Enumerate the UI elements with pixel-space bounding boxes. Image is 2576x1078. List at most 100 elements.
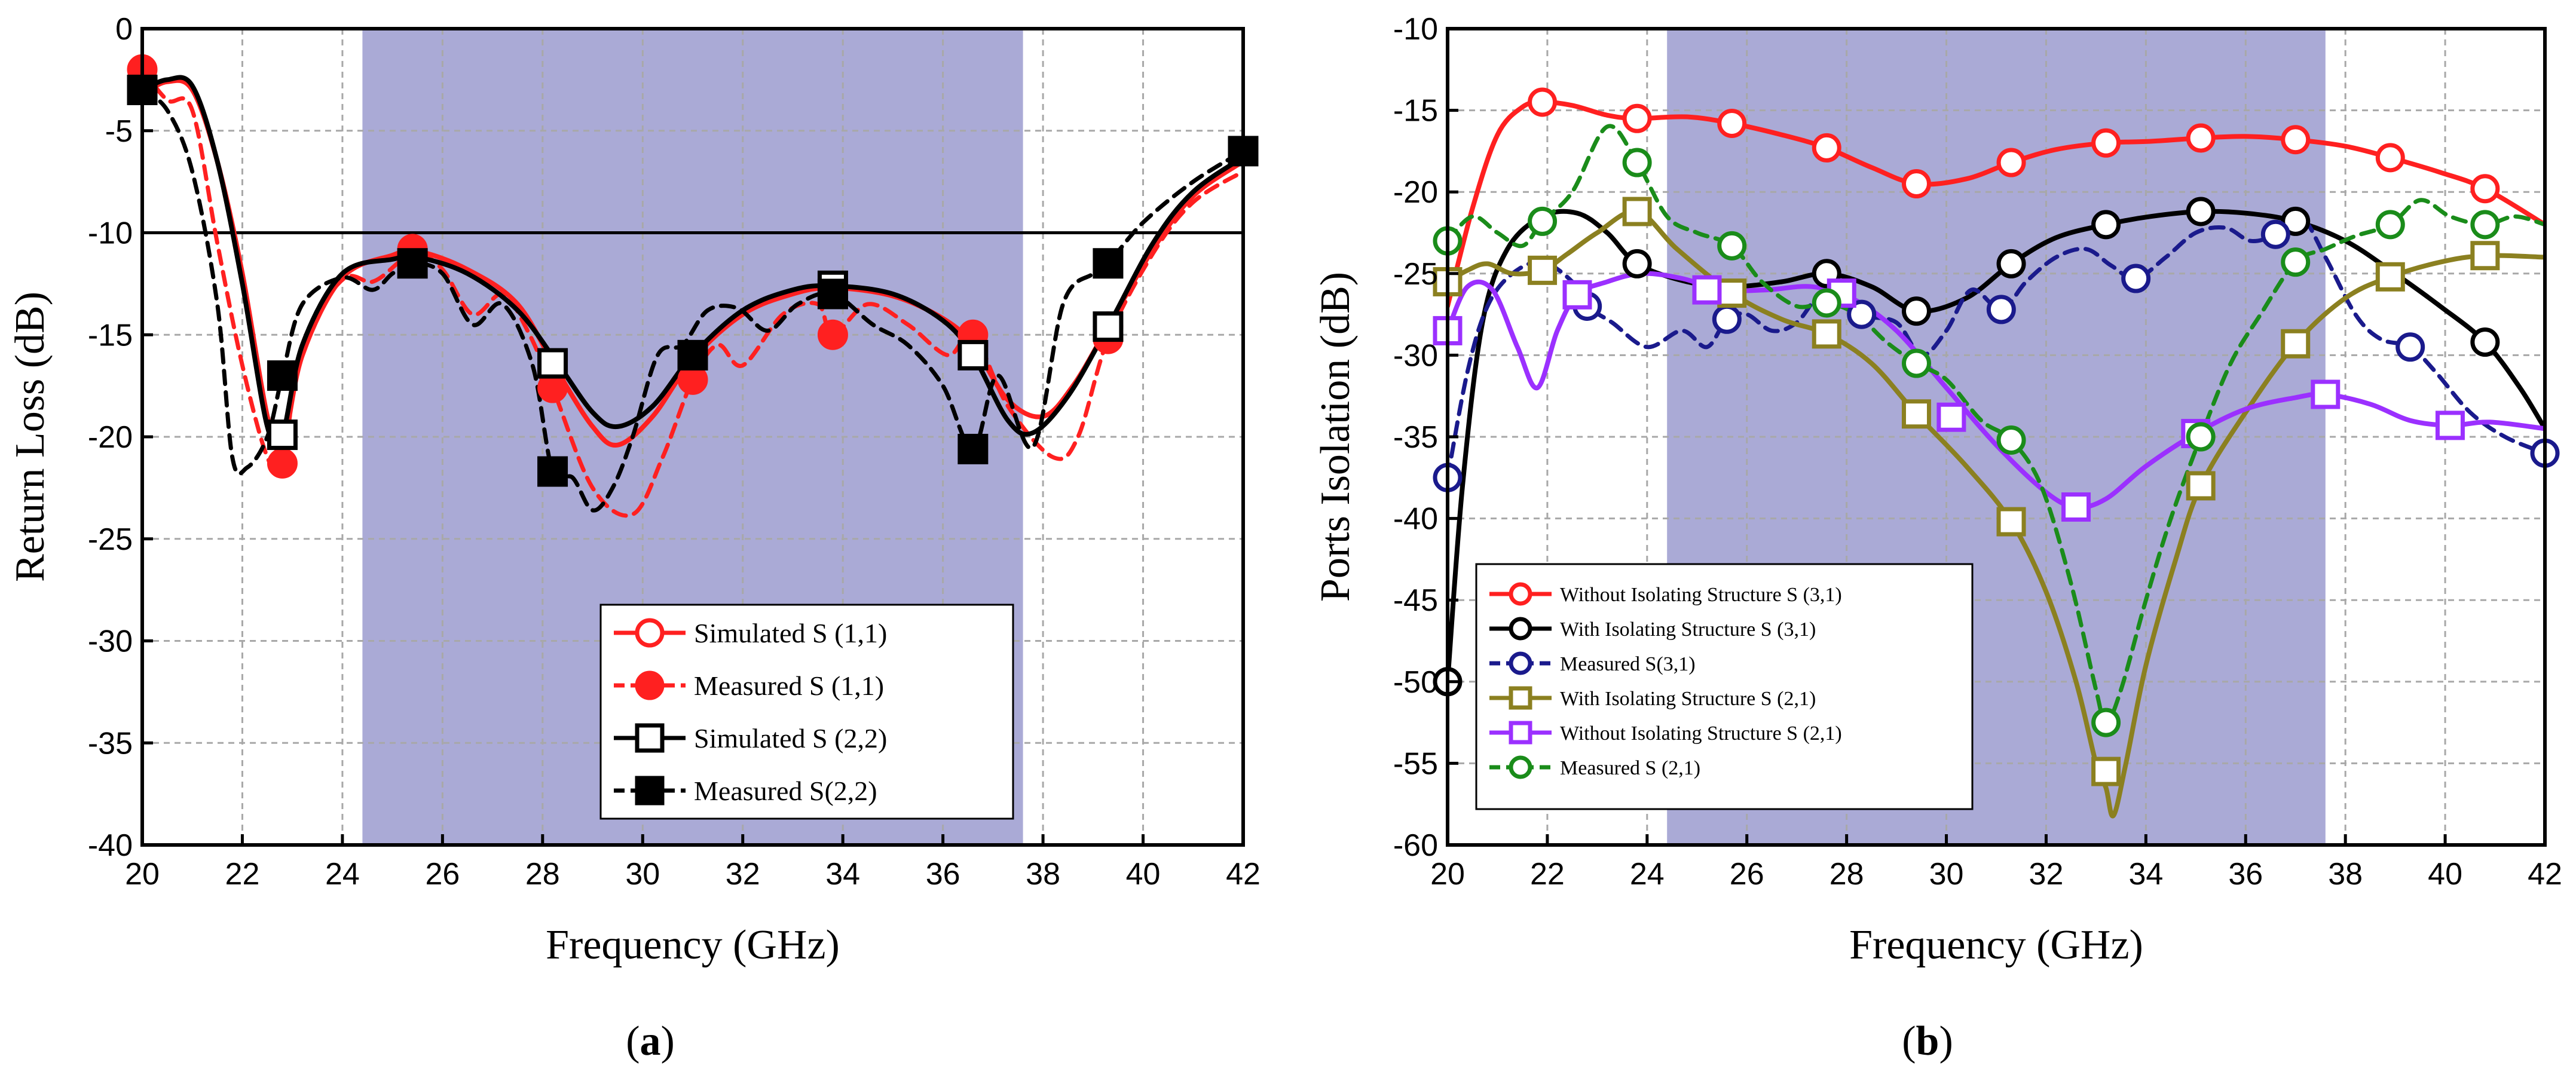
panel-b-series-3-marker — [1996, 507, 2026, 537]
panel-b-legend-label-1: With Isolating Structure S (3,1) — [1560, 618, 1816, 641]
panel-a-series-3-marker — [957, 433, 989, 464]
panel-a-series-2-marker — [267, 419, 298, 451]
panel-b-series-2-marker — [1847, 299, 1877, 329]
panel-b-series-3-marker — [1901, 399, 1931, 429]
panel-b-series-5-marker — [2091, 708, 2121, 737]
panel-b-series-1-marker — [2281, 206, 2311, 236]
panel-a-series-line-2 — [142, 75, 1243, 448]
panel-b-y-tick-label: -30 — [1393, 338, 1438, 373]
panel-a-caption: (a) — [626, 1018, 675, 1064]
panel-b-series-3-marker — [1622, 197, 1652, 226]
panel-b-x-tick-label: 20 — [1430, 857, 1465, 892]
panel-b-y-tick-label: -45 — [1393, 583, 1438, 618]
panel-b-series-5-marker — [2186, 422, 2216, 452]
panel-b-series-5-marker — [2375, 210, 2405, 240]
panel-a-legend-marker-3 — [635, 776, 665, 806]
panel-b-series-4-marker — [2061, 492, 2091, 522]
panel-b-series-5-marker — [1528, 206, 1558, 236]
panel-b-legend-box — [1475, 563, 1974, 810]
panel-a-x-tick-label: 24 — [325, 857, 360, 892]
panel-b-series-3-marker — [2091, 757, 2121, 786]
panel-b-series-5-marker — [1996, 425, 2026, 455]
panel-a-series-3-marker — [537, 456, 568, 487]
panel-b-legend-marker-2 — [1509, 651, 1532, 675]
panel-a-x-tick-label: 40 — [1126, 857, 1161, 892]
panel-b-legend: Without Isolating Structure S (3,1) With … — [1475, 563, 1974, 810]
panel-b-series-line-5 — [1448, 124, 2545, 725]
panel-b-y-tick-label: -15 — [1393, 94, 1438, 128]
panel-b-series-0-marker — [1996, 148, 2026, 177]
panel-b-series-3-marker — [2470, 241, 2500, 271]
panel-b-series-line-2 — [1448, 213, 2545, 480]
panel-b-legend-label-4: Without Isolating Structure S (2,1) — [1560, 722, 1842, 745]
panel-a-x-tick-label: 42 — [1226, 857, 1261, 892]
panel-a-legend-marker-0 — [635, 618, 665, 648]
panel-b-y-tick-label: -50 — [1393, 665, 1438, 700]
panel-a-x-tick-label: 36 — [926, 857, 960, 892]
panel-a-x-tick-label: 26 — [425, 857, 460, 892]
panel-a-series-3-marker — [1093, 248, 1124, 279]
panel-b-x-tick-label: 22 — [1530, 857, 1565, 892]
panel-b-series-4-marker — [2435, 411, 2465, 440]
panel-b-series-0-marker — [2375, 143, 2405, 173]
panel-a-y-tick-label: -40 — [88, 828, 133, 863]
panel-b-series-0-marker — [2091, 128, 2121, 158]
panel-b-series-3-marker — [1812, 319, 1841, 349]
panel-b-series-5-marker — [2470, 210, 2500, 240]
panel-b-y-tick-label: -60 — [1393, 828, 1438, 863]
panel-a-legend-marker-2 — [635, 723, 665, 753]
panel-b-series-2-marker — [1986, 295, 2016, 324]
panel-b-series-2-marker — [2121, 264, 2151, 293]
panel-a-legend-label-0: Simulated S (1,1) — [694, 618, 887, 648]
panel-a-y-tick-label: -5 — [105, 114, 133, 149]
panel-b-y-axis-label: Ports Isolation (dB) — [1313, 272, 1359, 602]
panel-b-marker-group — [1433, 87, 2560, 786]
panel-b-x-tick-label: 34 — [2128, 857, 2163, 892]
panel-a-series-3-marker — [677, 339, 708, 370]
panel-b-x-tick-label: 40 — [2428, 857, 2462, 892]
panel-a-series-3-marker — [397, 248, 428, 279]
panel-a-series-3-marker — [817, 278, 848, 310]
panel-b-series-5-marker — [1622, 148, 1652, 177]
panel-b-series-4-marker — [1936, 402, 1966, 432]
panel-b-y-tick-label: -10 — [1393, 12, 1438, 47]
panel-a-y-tick-label: -15 — [88, 318, 133, 353]
panel-a-y-tick-label: -10 — [88, 216, 133, 251]
panel-b-legend-label-2: Measured S(3,1) — [1560, 653, 1696, 675]
panel-b-ports-isolation-chart: 20 22 24 26 28 30 32 34 36 38 40 42 -10 -15 -20 -25 -30 -… — [1313, 12, 2562, 968]
panel-b-series-1-marker — [1901, 296, 1931, 326]
panel-b-series-3-marker — [1717, 278, 1747, 308]
panel-b-series-1-marker — [2186, 197, 2216, 226]
panel-a-x-axis-label: Frequency (GHz) — [546, 922, 840, 968]
panel-a-series-1-marker — [267, 448, 298, 479]
panel-b-legend-label-5: Measured S (2,1) — [1560, 757, 1700, 779]
panel-b-series-2-marker — [1712, 304, 1742, 334]
panel-a-series-1-marker — [677, 364, 708, 395]
panel-b-series-1-marker — [1622, 249, 1652, 278]
panel-b-series-0-marker — [2470, 174, 2500, 204]
panel-a-x-tick-label: 20 — [125, 857, 160, 892]
panel-b-series-1-marker — [2091, 210, 2121, 240]
panel-b-y-tick-label: -20 — [1393, 175, 1438, 210]
panel-b-legend-label-0: Without Isolating Structure S (3,1) — [1560, 584, 1842, 606]
panel-b-x-axis-label: Frequency (GHz) — [1849, 922, 2143, 968]
panel-a-x-tick-label: 22 — [225, 857, 260, 892]
panel-a-series-2-marker — [537, 348, 568, 379]
panel-b-y-tick-label: -55 — [1393, 746, 1438, 781]
panel-b-series-4-marker — [1827, 278, 1856, 308]
panel-b-x-tick-label: 26 — [1730, 857, 1764, 892]
panel-b-caption: (b) — [1902, 1018, 1953, 1064]
panel-a-y-tick-label: -30 — [88, 624, 133, 659]
panel-b-series-3-marker — [1528, 255, 1558, 285]
panel-b-series-5-marker — [1901, 348, 1931, 378]
panel-a-series-1-marker — [537, 372, 568, 403]
panel-b-x-tick-label: 28 — [1829, 857, 1864, 892]
panel-b-legend-marker-4 — [1509, 721, 1532, 745]
panel-a-y-tick-label: -25 — [88, 522, 133, 557]
panel-b-legend-label-3: With Isolating Structure S (2,1) — [1560, 688, 1816, 710]
panel-a-legend-marker-1 — [635, 670, 665, 700]
panel-a-series-2-marker — [957, 339, 989, 370]
panel-b-series-4-marker — [1692, 275, 1722, 305]
panel-a-y-axis-label: Return Loss (dB) — [7, 292, 53, 582]
